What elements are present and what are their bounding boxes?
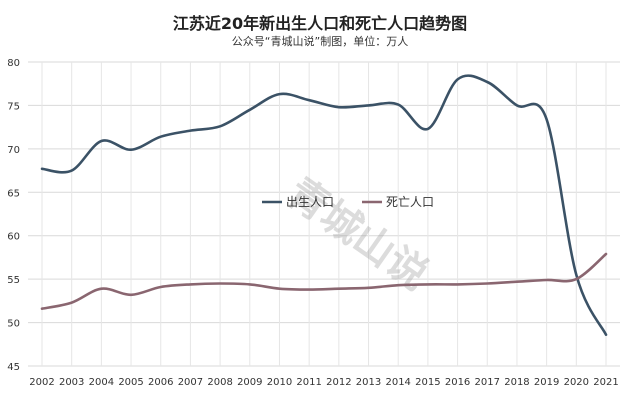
birth-data-point [605,334,607,336]
y-tick-label: 55 [7,275,20,286]
birth-data-point [41,168,43,170]
death-data-point [70,301,72,303]
death-data-point [160,286,162,288]
birth-data-point [486,81,488,83]
x-tick-label: 2005 [118,377,143,388]
x-tick-label: 2012 [326,377,351,388]
legend-label: 出生人口 [286,195,334,209]
y-tick-label: 60 [7,232,20,243]
legend-label: 死亡人口 [386,195,434,209]
x-tick-label: 2018 [504,377,529,388]
x-tick-label: 2017 [475,377,500,388]
death-data-point [338,287,340,289]
birth-data-point [189,129,191,131]
death-data-point [516,281,518,283]
birth-data-point [397,103,399,105]
death-data-point [308,288,310,290]
x-tick-label: 2020 [564,377,589,388]
birth-data-point [130,149,132,151]
death-data-point [219,282,221,284]
death-data-point [249,283,251,285]
x-tick-label: 2007 [178,377,203,388]
death-data-point [189,283,191,285]
y-tick-label: 65 [7,188,20,199]
y-tick-label: 80 [7,58,20,69]
birth-data-point [278,93,280,95]
death-data-point [130,294,132,296]
birth-data-point [100,140,102,142]
x-tick-label: 2003 [59,377,84,388]
birth-data-point [456,78,458,80]
x-tick-label: 2019 [534,377,559,388]
birth-data-point [160,135,162,137]
death-data-point [427,283,429,285]
x-tick-label: 2010 [267,377,292,388]
chart-title: 江苏近20年新出生人口和死亡人口趋势图 [172,14,468,33]
death-data-point [100,287,102,289]
birth-data-point [249,109,251,111]
death-series-line [40,252,608,310]
death-data-point [605,253,607,255]
death-data-point [486,282,488,284]
y-tick-label: 75 [7,101,20,112]
birth-data-point [338,106,340,108]
birth-data-point [545,118,547,120]
birth-data-point [575,274,577,276]
death-data-point [367,287,369,289]
birth-data-point [70,169,72,171]
x-tick-label: 2021 [593,377,618,388]
x-tick-label: 2002 [29,377,54,388]
birth-data-point [367,104,369,106]
x-tick-label: 2014 [385,377,410,388]
y-tick-label: 70 [7,145,20,156]
birth-data-point [308,99,310,101]
x-tick-label: 2011 [296,377,321,388]
death-data-point [278,287,280,289]
death-data-point [41,307,43,309]
y-tick-label: 50 [7,319,20,330]
x-tick-label: 2013 [356,377,381,388]
x-tick-label: 2015 [415,377,440,388]
birth-data-point [516,104,518,106]
x-tick-label: 2006 [148,377,173,388]
death-data-point [545,279,547,281]
chart-subtitle: 公众号“青城山说”制图，单位：万人 [231,35,409,48]
x-tick-label: 2009 [237,377,262,388]
death-data-point [397,284,399,286]
birth-series-line [40,74,608,336]
birth-data-point [427,128,429,130]
death-data-point [575,278,577,280]
x-tick-label: 2016 [445,377,470,388]
death-data-point [456,283,458,285]
birth-data-point [219,125,221,127]
x-tick-label: 2008 [207,377,232,388]
y-tick-label: 45 [7,362,20,373]
x-tick-label: 2004 [89,377,114,388]
